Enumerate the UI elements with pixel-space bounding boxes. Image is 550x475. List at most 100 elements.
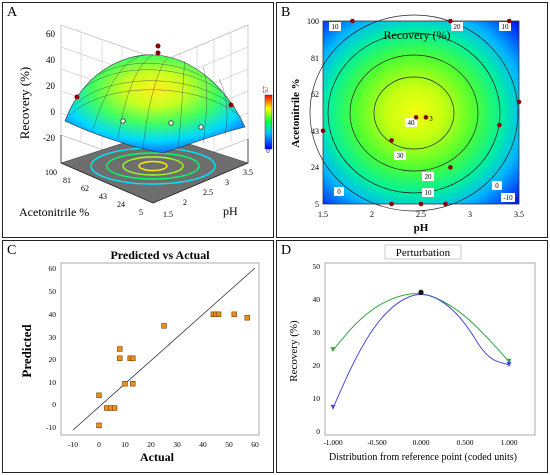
design-point (506, 18, 512, 24)
y-tick: 5 (315, 200, 319, 209)
contour-label: 10 (422, 188, 434, 197)
chart-title: Predicted vs Actual (110, 248, 210, 262)
z-tick: 40 (46, 55, 56, 65)
ph-axis-label: pH (223, 204, 238, 218)
y-tick: 43 (311, 127, 319, 136)
ph-x-ticks: 1.5 2 2.5 3 3.5 (318, 210, 524, 219)
design-point (516, 99, 522, 105)
x-tick: 1.000 (501, 438, 518, 447)
x-tick: 3 (468, 210, 472, 219)
acn-y-ticks: 100 81 62 43 24 5 (307, 17, 319, 209)
y-tick: 20 (49, 355, 57, 364)
design-point (448, 18, 453, 24)
curve-end-marker (506, 362, 512, 367)
x-tick: 3.5 (514, 210, 524, 219)
curve-end-marker (506, 358, 512, 364)
x-tick: 10 (121, 440, 129, 449)
panel-b-contour-plot: B Recovery (%) 10 20 10 3 40 (276, 2, 548, 238)
contour-label: 30 (394, 151, 406, 160)
scatter-point (122, 381, 128, 387)
surface-design-points (74, 43, 234, 130)
contour-label-text: 10 (332, 23, 340, 31)
x-tick: 2 (370, 210, 374, 219)
x-ticks: -1.000 -0.500 0.000 0.500 1.000 (323, 438, 517, 447)
contour-label-text: 20 (454, 23, 462, 31)
panel-label-d: D (281, 243, 292, 258)
x-tick: 0.500 (457, 438, 474, 447)
y-tick: -10 (46, 423, 56, 432)
ph-tick: 1.5 (163, 210, 173, 219)
y-ticks: 50 40 30 20 10 0 (313, 262, 321, 436)
scatter-point (215, 311, 222, 317)
scatter-points (96, 311, 250, 429)
design-point (443, 201, 448, 207)
y-axis-label: Recovery (%) (288, 320, 300, 382)
scatter-point (244, 315, 250, 321)
y-tick: 0 (52, 400, 56, 409)
y-axis-label: Predicted (19, 324, 34, 378)
contour-field (322, 20, 520, 205)
contour-lines (309, 14, 519, 212)
y-tick: 20 (313, 361, 321, 370)
x-tick: 40 (199, 440, 207, 449)
plot-area (60, 262, 260, 436)
design-point (320, 128, 326, 134)
scatter-point (111, 405, 118, 411)
contour-label-text: 30 (397, 152, 405, 160)
scatter-point (130, 355, 136, 361)
contour-label-text: 3 (429, 115, 433, 123)
z-axis-label: Recovery (%) (17, 67, 32, 140)
y-tick: 40 (313, 295, 321, 304)
acn-tick: 100 (45, 168, 57, 177)
x-tick: -10 (68, 440, 78, 449)
x-tick: -1.000 (323, 438, 343, 447)
y-tick: 50 (49, 287, 57, 296)
front-axis-lines (60, 135, 249, 204)
contour-label: 10 (329, 22, 341, 31)
contour-design-points (320, 18, 522, 207)
reference-point-marker (418, 289, 424, 295)
panel-d-perturbation: D Perturbation -1.000 -0.500 0.000 0.500… (276, 240, 548, 473)
x-tick: 0 (97, 440, 101, 449)
contour-label: -10 (501, 193, 515, 202)
panel-label-c: C (7, 243, 17, 258)
y-tick: 81 (311, 54, 319, 63)
chart-title: Perturbation (396, 247, 451, 259)
y-tick: 30 (49, 333, 57, 342)
panel-label-a: A (7, 5, 18, 20)
ph-tick: 2.5 (203, 188, 213, 197)
perturbation-svg: Perturbation -1.000 -0.500 0.000 0.500 1… (288, 244, 536, 463)
acn-tick: 5 (139, 208, 143, 217)
contour-label-text: 0 (495, 182, 499, 190)
curve-end-marker (330, 347, 336, 353)
y-ticks: 60 50 40 30 20 10 0 -10 (46, 264, 56, 432)
y-tick: 60 (49, 264, 57, 273)
ph-tick: 3.5 (243, 168, 253, 177)
design-point (389, 201, 394, 207)
contour-label: 3 (429, 115, 433, 123)
acn-tick: 24 (117, 200, 125, 209)
contour-label-text: -10 (503, 194, 513, 202)
y-tick: 0 (316, 427, 320, 436)
y-tick: 100 (307, 17, 319, 26)
x-tick: 30 (173, 440, 181, 449)
z-tick: 0 (51, 107, 56, 117)
colorbar (264, 94, 273, 150)
y-tick: 10 (313, 394, 321, 403)
curve-end-marker (330, 404, 336, 410)
x-tick: -0.500 (367, 438, 387, 447)
reference-line (72, 267, 256, 431)
perturbation-curve-green (332, 293, 510, 363)
y-tick: 40 (49, 310, 57, 319)
design-point (413, 115, 419, 120)
scatter-point (96, 422, 102, 429)
contour-plot-svg: Recovery (%) 10 20 10 3 40 30 20 10 0 0 … (290, 14, 524, 234)
perturbation-curve-blue (332, 293, 510, 409)
design-point (497, 122, 502, 128)
colorbar-min: 0 (266, 147, 270, 155)
y-tick: 24 (311, 163, 319, 172)
scatter-point (117, 355, 123, 361)
colorbar-max: 57 (262, 86, 270, 94)
scatter-point (117, 346, 123, 352)
contour-label-text: 0 (337, 188, 341, 196)
